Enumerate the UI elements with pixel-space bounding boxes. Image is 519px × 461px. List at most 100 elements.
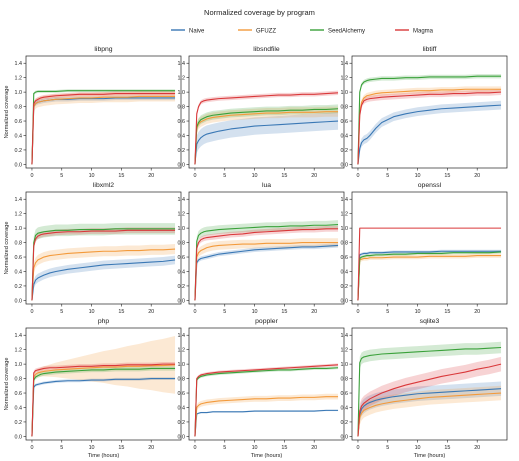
series-line-magma <box>194 364 339 437</box>
band-magma <box>31 361 176 437</box>
x-tick-label: 10 <box>89 309 95 315</box>
y-tick-label: 0.8 <box>341 240 349 246</box>
x-tick-label: 10 <box>252 309 258 315</box>
series-line-gfuzz <box>357 255 502 301</box>
y-tick-label: 0.4 <box>15 269 23 275</box>
y-tick-label: 0.0 <box>178 162 186 168</box>
x-tick-label: 15 <box>281 445 287 451</box>
x-tick-label: 5 <box>386 445 389 451</box>
band-gfuzz <box>194 393 339 437</box>
x-tick-label: 20 <box>311 173 317 179</box>
x-tick-label: 5 <box>386 173 389 179</box>
y-tick-label: 1.2 <box>341 212 349 218</box>
series-line-naive <box>357 250 502 301</box>
plot-area <box>357 341 502 437</box>
y-tick-label: 0.2 <box>178 284 186 290</box>
panel-title: php <box>98 318 110 325</box>
y-tick-label: 1.2 <box>15 348 23 354</box>
legend-item-seedalchemy: SeedAlchemy <box>310 29 365 35</box>
plot-area <box>194 90 339 165</box>
y-tick-label: 0.6 <box>341 391 349 397</box>
y-tick-label: 0.8 <box>341 376 349 382</box>
panel-sqlite3: sqlite3 0 5 10 15 20 0.0 0.2 0.4 0.6 0.8 1.0 1.2 1.4 T… <box>341 318 508 459</box>
legend-label: SeedAlchemy <box>328 29 365 35</box>
x-tick-label: 15 <box>118 173 124 179</box>
y-tick-label: 0.8 <box>15 104 23 110</box>
y-tick-label: 0.4 <box>341 133 349 139</box>
x-tick-label: 20 <box>311 445 317 451</box>
y-tick-label: 0.4 <box>15 133 23 139</box>
y-tick-label: 1.4 <box>15 333 23 339</box>
band-gfuzz <box>31 335 176 437</box>
panel-lua: lua 0 5 10 15 20 0.0 0.2 0.4 0.6 0.8 1.0 1.2 1.4 <box>178 182 345 315</box>
series-line-gfuzz <box>31 248 176 301</box>
legend-item-gfuzz: GFUZZ <box>238 29 276 35</box>
x-tick-label: 20 <box>474 309 480 315</box>
x-tick-label: 0 <box>356 309 359 315</box>
axes-frame <box>188 191 345 305</box>
series-line-naive <box>194 409 339 437</box>
y-tick-label: 0.0 <box>341 434 349 440</box>
x-axis-label: Time (hours) <box>414 453 446 459</box>
y-tick-label: 1.2 <box>15 212 23 218</box>
band-naive <box>194 243 339 301</box>
axes-frame <box>25 327 182 441</box>
axes-frame <box>351 327 508 441</box>
x-tick-label: 10 <box>252 173 258 179</box>
y-tick-label: 0.2 <box>341 148 349 154</box>
series-line-naive <box>31 97 176 165</box>
band-magma <box>194 90 339 165</box>
series-line-gfuzz <box>194 396 339 437</box>
y-tick-label: 0.6 <box>15 255 23 261</box>
x-tick-label: 20 <box>148 173 154 179</box>
panel-title: libxml2 <box>93 182 114 189</box>
x-tick-label: 5 <box>223 173 226 179</box>
panel-title: sqlite3 <box>420 318 440 325</box>
panel-libxml2: libxml2 0 5 10 15 20 0.0 0.2 0.4 0.6 0.8 1.0 1.2 1.4 N… <box>4 182 182 315</box>
band-magma <box>194 225 339 301</box>
x-tick-label: 20 <box>474 445 480 451</box>
panel-php: php 0 5 10 15 20 0.0 0.2 0.4 0.6 0.8 1.0 1.2 1.4 Time … <box>4 318 182 459</box>
y-tick-label: 1.0 <box>178 362 186 368</box>
panel-title: libpng <box>94 46 112 53</box>
x-tick-label: 0 <box>356 173 359 179</box>
x-tick-label: 10 <box>89 445 95 451</box>
x-tick-label: 15 <box>444 173 450 179</box>
band-gfuzz <box>194 238 339 301</box>
y-tick-label: 1.4 <box>178 197 186 203</box>
y-tick-label: 1.4 <box>178 61 186 67</box>
panel-title: poppler <box>255 318 278 325</box>
y-tick-label: 1.4 <box>15 197 23 203</box>
y-tick-label: 1.2 <box>341 76 349 82</box>
axes-frame <box>188 55 345 169</box>
panel-libsndfile: libsndfile 0 5 10 15 20 0.0 0.2 0.4 0.6 0.8 1.0 1.2 1… <box>178 46 345 179</box>
y-tick-label: 0.2 <box>341 420 349 426</box>
band-gfuzz <box>31 244 176 301</box>
x-tick-label: 15 <box>281 173 287 179</box>
plot-area <box>194 363 339 437</box>
series-line-magma <box>31 229 176 301</box>
series-line-magma <box>194 228 339 301</box>
x-tick-label: 15 <box>444 445 450 451</box>
y-tick-label: 1.4 <box>341 333 349 339</box>
x-tick-label: 0 <box>356 445 359 451</box>
band-seedalchemy <box>194 220 339 301</box>
legend: Naive GFUZZ SeedAlchemy Magma <box>171 29 434 35</box>
y-tick-label: 1.0 <box>15 362 23 368</box>
y-tick-label: 1.4 <box>15 61 23 67</box>
y-tick-label: 0.0 <box>15 162 23 168</box>
axes-frame <box>25 55 182 169</box>
band-naive <box>194 112 339 165</box>
y-tick-label: 1.0 <box>178 90 186 96</box>
series-line-gfuzz <box>194 242 339 301</box>
y-tick-label: 1.2 <box>178 212 186 218</box>
y-tick-label: 1.2 <box>341 348 349 354</box>
series-line-gfuzz <box>31 95 176 165</box>
y-tick-label: 0.0 <box>178 434 186 440</box>
x-tick-label: 0 <box>30 445 33 451</box>
series-line-naive <box>194 244 339 301</box>
x-tick-label: 10 <box>252 445 258 451</box>
series-line-magma <box>31 93 176 165</box>
y-tick-label: 1.2 <box>15 76 23 82</box>
panel-title: lua <box>262 182 271 189</box>
